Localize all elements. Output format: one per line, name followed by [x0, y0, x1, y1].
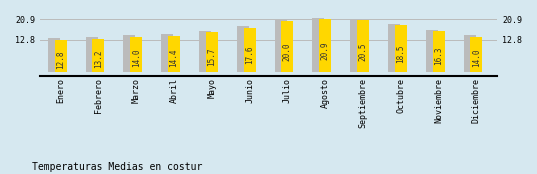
Bar	[313, 18, 324, 72]
Bar	[274, 20, 287, 72]
Text: 20.0: 20.0	[283, 43, 292, 61]
Bar	[357, 20, 369, 72]
Bar	[388, 24, 400, 72]
Text: 15.7: 15.7	[207, 47, 216, 66]
Text: 12.8: 12.8	[56, 50, 65, 69]
Text: Temperaturas Medias en costur: Temperaturas Medias en costur	[32, 162, 202, 172]
Bar	[199, 31, 211, 72]
Bar	[395, 25, 407, 72]
Bar	[130, 37, 142, 72]
Text: 13.2: 13.2	[94, 50, 103, 68]
Bar	[161, 34, 173, 72]
Bar	[48, 38, 60, 72]
Bar	[92, 39, 105, 72]
Text: 17.6: 17.6	[245, 45, 254, 64]
Bar	[55, 40, 67, 72]
Text: 16.3: 16.3	[434, 47, 443, 65]
Bar	[168, 36, 180, 72]
Bar	[244, 27, 256, 72]
Bar	[432, 31, 445, 72]
Bar	[426, 30, 438, 72]
Bar	[350, 19, 362, 72]
Text: 14.4: 14.4	[170, 49, 178, 67]
Text: 18.5: 18.5	[396, 44, 405, 63]
Text: 14.0: 14.0	[132, 49, 141, 67]
Bar	[237, 26, 249, 72]
Bar	[470, 37, 482, 72]
Bar	[206, 32, 218, 72]
Text: 20.9: 20.9	[321, 42, 330, 60]
Bar	[124, 35, 135, 72]
Bar	[85, 37, 98, 72]
Text: 14.0: 14.0	[472, 49, 481, 67]
Bar	[463, 35, 476, 72]
Bar	[281, 21, 293, 72]
Bar	[319, 19, 331, 72]
Text: 20.5: 20.5	[359, 42, 367, 61]
